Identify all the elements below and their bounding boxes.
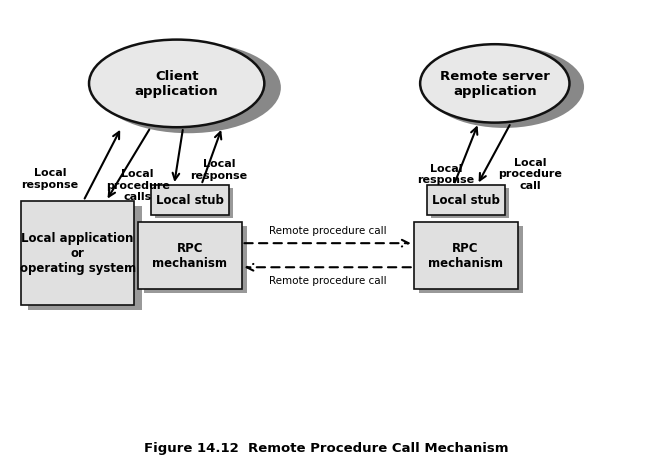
FancyBboxPatch shape <box>413 222 518 289</box>
FancyBboxPatch shape <box>28 206 141 310</box>
Text: Local
response: Local response <box>417 163 475 185</box>
Text: Local
response: Local response <box>190 159 248 180</box>
FancyBboxPatch shape <box>419 226 524 293</box>
Text: Remote procedure call: Remote procedure call <box>269 275 387 286</box>
FancyBboxPatch shape <box>155 189 233 219</box>
Text: Local stub: Local stub <box>156 194 224 207</box>
FancyBboxPatch shape <box>431 189 509 219</box>
Text: Figure 14.12  Remote Procedure Call Mechanism: Figure 14.12 Remote Procedure Call Mecha… <box>143 441 509 454</box>
Text: Remote server
application: Remote server application <box>440 70 550 98</box>
Text: Local application
or
operating system: Local application or operating system <box>20 232 136 275</box>
Ellipse shape <box>89 40 264 128</box>
Text: Local
procedure
calls: Local procedure calls <box>106 169 170 202</box>
FancyBboxPatch shape <box>138 222 242 289</box>
Text: RPC
mechanism: RPC mechanism <box>152 242 227 269</box>
FancyBboxPatch shape <box>21 201 134 305</box>
FancyBboxPatch shape <box>426 186 505 215</box>
Ellipse shape <box>96 43 281 134</box>
Text: Client
application: Client application <box>135 70 218 98</box>
Text: RPC
mechanism: RPC mechanism <box>428 242 503 269</box>
Ellipse shape <box>420 45 569 123</box>
FancyBboxPatch shape <box>151 186 229 215</box>
Text: Remote procedure call: Remote procedure call <box>269 226 387 236</box>
Text: Local
response: Local response <box>22 168 79 189</box>
Text: Local stub: Local stub <box>432 194 499 207</box>
Text: Local
procedure
call: Local procedure call <box>499 157 563 191</box>
Ellipse shape <box>425 47 584 129</box>
FancyBboxPatch shape <box>143 226 248 293</box>
